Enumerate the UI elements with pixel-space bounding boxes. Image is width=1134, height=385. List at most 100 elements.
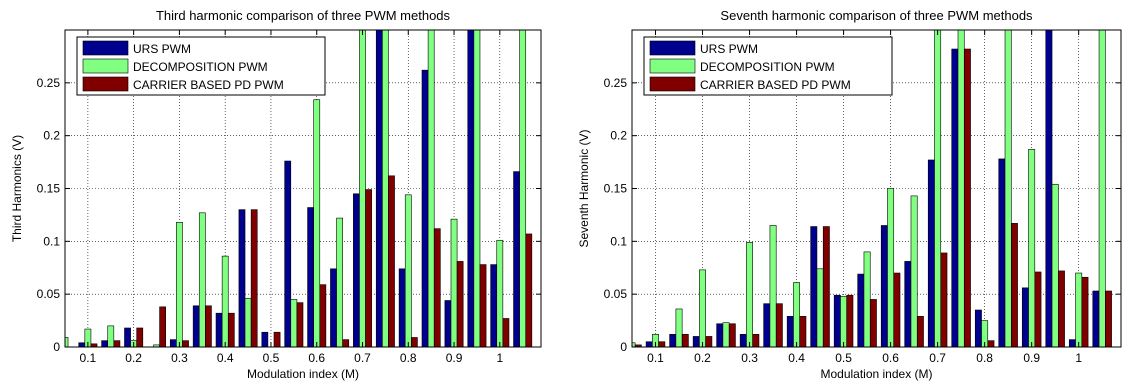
- x-tick-label: 0.1: [647, 351, 664, 365]
- legend-label: URS PWM: [700, 42, 758, 56]
- legend-swatch: [649, 58, 696, 74]
- x-tick-label: 0.6: [882, 351, 899, 365]
- legend-label: URS PWM: [133, 42, 191, 56]
- bar: [525, 233, 533, 347]
- third-harmonic-chart-panel: 0.1 0.2 0.3 0.4 0.5 0.6 0.7 0.8 0.9 1 0 0.05 0.1 0.15…: [10, 8, 542, 381]
- x-tick-label: 0.6: [308, 351, 325, 365]
- x-tick-label: 0.1: [80, 351, 97, 365]
- bar: [934, 30, 942, 347]
- bar: [227, 312, 235, 347]
- legend-label: DECOMPOSITION PWM: [133, 60, 268, 74]
- x-axis-label: Modulation index (M): [820, 367, 932, 381]
- y-tick-label: 0: [53, 340, 60, 354]
- bar: [382, 30, 389, 347]
- y-tick-label: 0.2: [43, 129, 60, 143]
- bar: [692, 336, 700, 347]
- bar: [681, 334, 689, 347]
- series-1: [65, 30, 527, 347]
- bar: [987, 340, 995, 347]
- bar: [342, 339, 350, 347]
- bar: [198, 212, 206, 347]
- legend-swatch: [82, 58, 129, 74]
- x-tick-label: 1: [1075, 351, 1082, 365]
- legend: URS PWM DECOMPOSITION PWM CARRIER BASED PD…: [76, 36, 326, 96]
- bar: [101, 340, 109, 347]
- bar: [863, 251, 871, 347]
- bar: [1098, 30, 1106, 347]
- bar: [273, 331, 281, 347]
- x-tick-label: 0.9: [446, 351, 463, 365]
- x-tick-label: 0.7: [354, 351, 371, 365]
- bar: [1021, 287, 1029, 347]
- bar: [669, 334, 677, 347]
- bar: [951, 48, 959, 347]
- bar: [353, 193, 360, 347]
- bar: [313, 99, 321, 347]
- bar: [433, 228, 441, 347]
- bar: [205, 305, 212, 347]
- bar: [699, 269, 706, 347]
- bar: [763, 303, 771, 347]
- y-tick-label: 0.25: [37, 76, 61, 90]
- bar: [479, 264, 487, 347]
- y-tick-label: 0.15: [37, 182, 61, 196]
- bar: [456, 261, 464, 347]
- bar: [513, 171, 520, 347]
- bar: [910, 195, 918, 347]
- legend-swatch: [82, 76, 129, 92]
- chart-title: Seventh harmonic comparison of three PWM…: [720, 8, 1033, 23]
- bar: [887, 188, 895, 347]
- bar: [1004, 30, 1012, 347]
- bar: [893, 272, 901, 347]
- x-tick-label: 0.3: [741, 351, 758, 365]
- bar: [336, 217, 343, 347]
- series-1: [632, 30, 1106, 347]
- y-tick-label: 0.2: [610, 129, 627, 143]
- bar: [502, 318, 510, 347]
- bar: [78, 342, 86, 347]
- x-tick-label: 0.5: [835, 351, 852, 365]
- bar: [739, 334, 747, 347]
- bar: [769, 225, 777, 347]
- x-tick-label: 0.4: [788, 351, 805, 365]
- y-tick-label: 0.15: [604, 182, 628, 196]
- bar: [411, 337, 418, 347]
- bar: [388, 175, 395, 347]
- bar: [869, 299, 877, 347]
- bar: [244, 298, 252, 347]
- bar: [810, 226, 818, 347]
- y-tick-label: 0.05: [604, 287, 628, 301]
- bar: [1105, 290, 1112, 347]
- series-0: [78, 30, 520, 347]
- bar: [716, 323, 724, 347]
- y-tick-label: 0.1: [43, 234, 60, 248]
- bar: [290, 299, 298, 347]
- bar: [1051, 183, 1059, 347]
- legend-label: CARRIER BASED PD PWM: [700, 78, 851, 92]
- bar: [250, 209, 258, 347]
- ticks: 0.1 0.2 0.3 0.4 0.5 0.6 0.7 0.8 0.9 1 0 0.05 0.1 0.15…: [604, 30, 1121, 365]
- x-tick-label: 0.8: [400, 351, 417, 365]
- bar: [169, 339, 177, 347]
- bar: [1068, 339, 1076, 347]
- bar: [722, 322, 730, 347]
- bar: [1058, 270, 1065, 347]
- bar: [675, 308, 683, 347]
- third-harmonic-chart: 0.1 0.2 0.3 0.4 0.5 0.6 0.7 0.8 0.9 1 0 0.05 0.1 0.15…: [10, 8, 542, 381]
- bar: [1075, 272, 1083, 347]
- x-tick-label: 1: [496, 351, 503, 365]
- bar: [404, 194, 412, 347]
- bar: [427, 30, 435, 347]
- bar: [752, 334, 760, 347]
- x-tick-label: 0.2: [125, 351, 142, 365]
- bar: [940, 252, 948, 347]
- bar: [963, 48, 971, 347]
- x-tick-label: 0.4: [217, 351, 234, 365]
- bar: [1010, 223, 1018, 347]
- bar: [307, 207, 314, 347]
- y-axis-label: Third Harmonics (V): [10, 135, 24, 242]
- bar: [182, 340, 189, 347]
- bars: [632, 30, 1112, 347]
- bar: [473, 30, 481, 347]
- bar: [705, 336, 713, 347]
